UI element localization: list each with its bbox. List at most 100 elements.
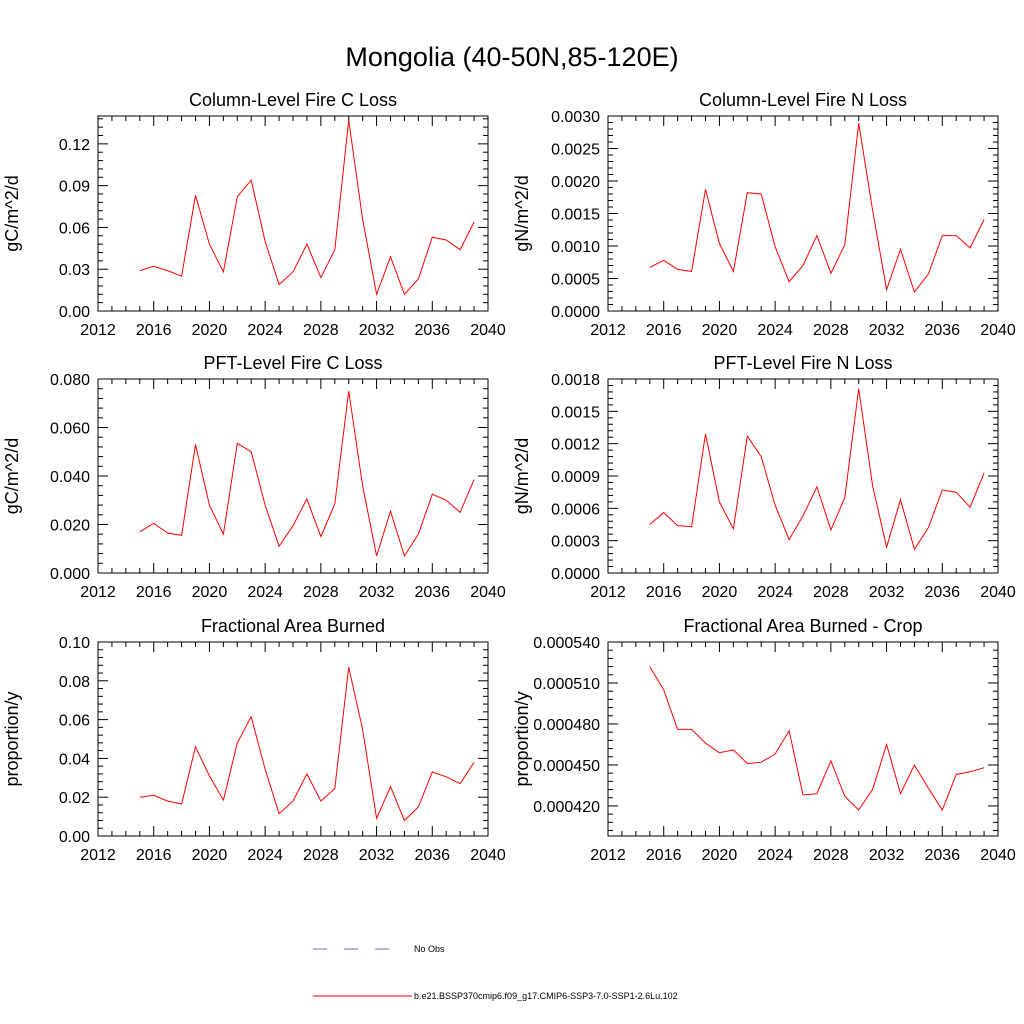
x-tick-label: 2012 (80, 847, 116, 864)
panel-title: Column-Level Fire N Loss (699, 90, 907, 110)
x-tick-label: 2012 (590, 584, 626, 601)
x-tick-label: 2040 (980, 584, 1016, 601)
series-line-1 (139, 667, 475, 822)
x-tick-label: 2024 (247, 584, 283, 601)
x-tick-label: 2036 (414, 322, 450, 339)
x-tick-label: 2036 (924, 322, 960, 339)
x-tick-label: 2020 (702, 322, 738, 339)
series-line-1 (139, 391, 475, 558)
y-tick-label: 0.000450 (533, 758, 600, 775)
plot-frame (607, 641, 999, 837)
x-tick-label: 2024 (757, 584, 793, 601)
x-tick-label: 2020 (192, 322, 228, 339)
x-tick-label: 2032 (359, 847, 395, 864)
chart-panel-5: Fractional Area Burned proportion/y 2012 20… (2, 616, 506, 864)
y-axis-title: gN/m^2/d (512, 175, 532, 251)
x-tick-label: 2032 (869, 322, 905, 339)
y-tick-label: 0.000420 (533, 799, 600, 816)
x-tick-label: 2020 (702, 584, 738, 601)
x-tick-label: 2016 (136, 584, 172, 601)
y-tick-label: 0.03 (59, 262, 90, 279)
x-tick-label: 2040 (980, 847, 1016, 864)
x-tick-label: 2040 (470, 584, 506, 601)
x-tick-label: 2024 (247, 847, 283, 864)
panel-title: PFT-Level Fire N Loss (713, 353, 892, 373)
y-tick-label: 0.060 (50, 421, 90, 438)
x-tick-label: 2032 (359, 584, 395, 601)
y-tick-label: 0.0018 (551, 372, 600, 389)
panels: Column-Level Fire C Loss gC/m^2/d 2012 2016… (2, 90, 1016, 864)
y-tick-label: 0.10 (59, 635, 90, 652)
y-tick-label: 0.0000 (551, 566, 600, 583)
y-axis-title: proportion/y (2, 691, 22, 786)
y-tick-label: 0.0003 (551, 534, 600, 551)
y-tick-label: 0.0025 (551, 142, 600, 159)
y-tick-label: 0.0015 (551, 404, 600, 421)
y-tick-label: 0.06 (59, 713, 90, 730)
x-tick-label: 2016 (646, 584, 682, 601)
y-tick-label: 0.00 (59, 304, 90, 321)
chart-panel-3: PFT-Level Fire C Loss gC/m^2/d 2012 2016 202… (2, 353, 506, 601)
y-tick-label: 0.040 (50, 469, 90, 486)
y-axis-title: gC/m^2/d (2, 438, 22, 514)
plot-frame (607, 378, 999, 574)
x-tick-label: 2036 (414, 847, 450, 864)
y-tick-label: 0.020 (50, 518, 90, 535)
x-tick-label: 2024 (757, 322, 793, 339)
chart-panel-2: Column-Level Fire N Loss gN/m^2/d 2012 2016… (512, 90, 1016, 339)
y-tick-label: 0.0009 (551, 469, 600, 486)
series-line-1 (649, 388, 985, 551)
x-tick-label: 2012 (590, 847, 626, 864)
x-tick-label: 2020 (702, 847, 738, 864)
figure-title: Mongolia (40-50N,85-120E) (345, 42, 678, 72)
x-tick-label: 2036 (414, 584, 450, 601)
x-tick-label: 2028 (813, 322, 849, 339)
x-tick-label: 2012 (590, 322, 626, 339)
x-tick-label: 2032 (359, 322, 395, 339)
x-tick-label: 2016 (646, 322, 682, 339)
x-tick-label: 2020 (192, 847, 228, 864)
y-axis-title: proportion/y (512, 691, 532, 786)
x-tick-label: 2040 (470, 847, 506, 864)
y-tick-label: 0.04 (59, 751, 90, 768)
y-tick-label: 0.09 (59, 179, 90, 196)
y-tick-label: 0.0012 (551, 437, 600, 454)
plot-frame (97, 115, 489, 312)
y-tick-label: 0.000480 (533, 717, 600, 734)
panel-title: Fractional Area Burned - Crop (683, 616, 922, 636)
y-tick-label: 0.0015 (551, 207, 600, 224)
y-tick-label: 0.0000 (551, 304, 600, 321)
x-tick-label: 2040 (470, 322, 506, 339)
panel-title: Column-Level Fire C Loss (189, 90, 397, 110)
y-tick-label: 0.000 (50, 566, 90, 583)
y-tick-label: 0.12 (59, 137, 90, 154)
legend-no-obs-label: No Obs (414, 944, 445, 954)
x-tick-label: 2028 (303, 847, 339, 864)
x-tick-label: 2028 (303, 322, 339, 339)
y-tick-label: 0.0010 (551, 239, 600, 256)
x-tick-label: 2036 (924, 584, 960, 601)
x-tick-label: 2016 (136, 847, 172, 864)
x-tick-label: 2012 (80, 322, 116, 339)
x-tick-label: 2024 (757, 847, 793, 864)
y-tick-label: 0.0005 (551, 272, 600, 289)
y-tick-label: 0.0020 (551, 174, 600, 191)
x-tick-label: 2024 (247, 322, 283, 339)
x-tick-label: 2012 (80, 584, 116, 601)
x-tick-label: 2032 (869, 584, 905, 601)
x-tick-label: 2036 (924, 847, 960, 864)
chart-panel-4: PFT-Level Fire N Loss gN/m^2/d 2012 2016 202… (512, 353, 1016, 601)
legend: No Obs b.e21.BSSP370cmip6.f09_g17.CMIP6-… (313, 944, 678, 1001)
y-tick-label: 0.08 (59, 674, 90, 691)
plot-frame (97, 378, 489, 574)
y-tick-label: 0.080 (50, 372, 90, 389)
x-tick-label: 2016 (136, 322, 172, 339)
plot-frame (607, 115, 999, 312)
x-tick-label: 2028 (813, 847, 849, 864)
x-tick-label: 2040 (980, 322, 1016, 339)
y-tick-label: 0.02 (59, 790, 90, 807)
x-tick-label: 2028 (303, 584, 339, 601)
plot-frame (97, 641, 489, 837)
x-tick-label: 2020 (192, 584, 228, 601)
